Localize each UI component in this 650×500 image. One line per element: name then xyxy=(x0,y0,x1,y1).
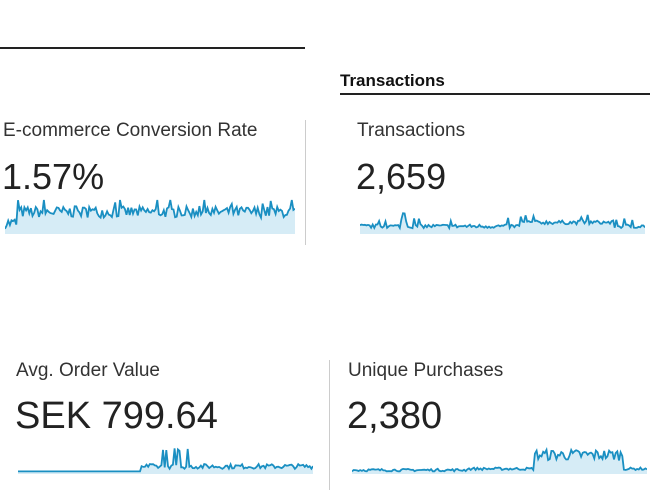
metric-label: Transactions xyxy=(357,120,466,141)
sparkline-area xyxy=(360,213,645,234)
divider xyxy=(329,360,330,490)
sparkline-area xyxy=(5,200,295,234)
metric-value: 2,659 xyxy=(356,156,447,197)
sparkline xyxy=(5,199,295,234)
sparkline xyxy=(352,446,647,474)
section-rule-transactions xyxy=(340,93,650,95)
sparkline-line xyxy=(352,446,647,473)
sparkline-line xyxy=(360,212,645,231)
sparkline-line xyxy=(5,199,295,230)
metric-label: Unique Purchases xyxy=(348,360,504,381)
sparkline xyxy=(18,447,313,474)
section-rule-left xyxy=(0,47,305,49)
metric-label: E-commerce Conversion Rate xyxy=(3,120,258,141)
sparkline-line xyxy=(18,447,313,473)
metric-label: Avg. Order Value xyxy=(16,360,160,381)
sparkline xyxy=(360,212,645,234)
metric-value: SEK 799.64 xyxy=(15,395,218,437)
divider xyxy=(305,120,306,245)
sparkline-area xyxy=(352,449,647,474)
metric-value: 1.57% xyxy=(2,156,105,197)
section-title-transactions: Transactions xyxy=(340,71,445,90)
metric-value: 2,380 xyxy=(347,395,443,437)
